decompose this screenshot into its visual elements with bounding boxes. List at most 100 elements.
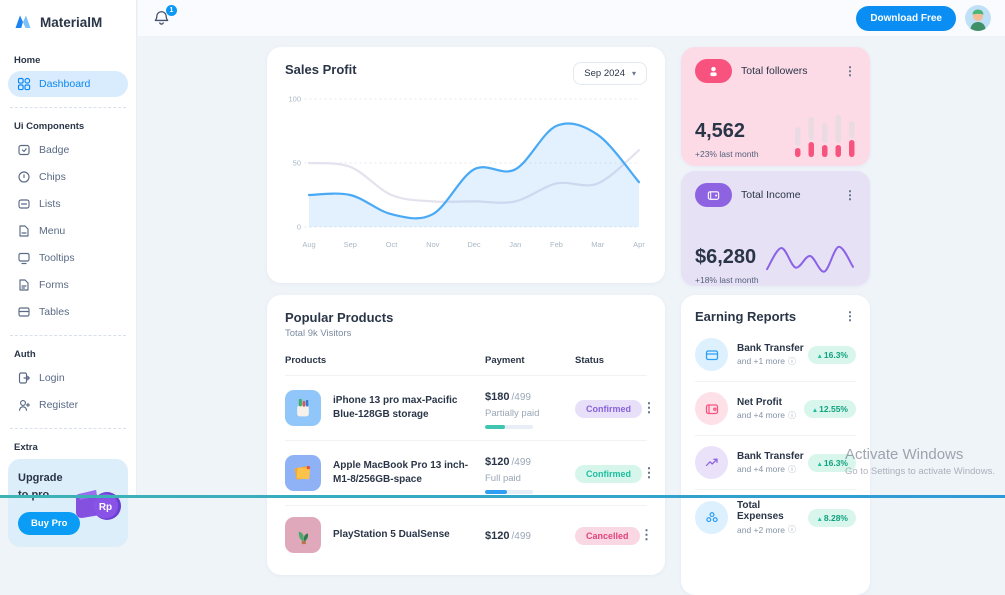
product-payment: $120/499 Full paid xyxy=(485,452,575,494)
svg-text:Feb: Feb xyxy=(550,240,563,249)
arrow-up-icon: ▲ xyxy=(816,515,823,523)
user-avatar[interactable] xyxy=(965,5,991,31)
earning-row-title: Total Expenses xyxy=(737,500,784,522)
sidebar-item-tooltips[interactable]: Tooltips xyxy=(8,245,128,271)
product-price-total: /499 xyxy=(511,392,531,403)
tables-icon xyxy=(17,305,31,319)
credit-card-icon xyxy=(695,338,728,371)
product-price: $120 xyxy=(485,530,510,542)
product-price-total: /499 xyxy=(511,531,531,542)
sidebar-item-chips[interactable]: Chips xyxy=(8,164,128,190)
sidebar-section-label: Ui Components xyxy=(14,121,85,132)
tooltips-icon xyxy=(18,252,30,265)
svg-text:Sep: Sep xyxy=(344,240,357,249)
income-value: $6,280 xyxy=(695,246,757,268)
followers-title: Total followers xyxy=(741,65,808,77)
topbar-actions: Download Free xyxy=(856,5,1005,31)
earning-delta-badge: ▲16.3% xyxy=(808,453,856,472)
earning-delta-badge: ▲12.55% xyxy=(803,399,856,418)
income-line-sparkline xyxy=(766,245,854,273)
sidebar-item-tables[interactable]: Tables xyxy=(8,299,128,325)
row-menu-button[interactable]: ⋮ xyxy=(640,527,654,542)
login-icon xyxy=(17,371,31,385)
income-menu-button[interactable]: ⋮ xyxy=(844,188,856,202)
earning-menu-button[interactable]: ⋮ xyxy=(844,309,856,323)
dashboard-icon xyxy=(17,77,31,91)
info-icon[interactable]: ⓘ xyxy=(787,356,796,366)
trending-up-icon xyxy=(705,458,718,466)
arrow-up-icon: ▲ xyxy=(811,406,819,414)
sidebar-item-forms[interactable]: Forms xyxy=(8,272,128,298)
sidebar-divider xyxy=(10,335,126,336)
wallet-icon xyxy=(695,392,728,425)
svg-text:Apr: Apr xyxy=(633,240,645,249)
upgrade-card: Upgrade to pro Buy Pro Rp xyxy=(8,459,128,548)
sidebar-item-lists[interactable]: Lists xyxy=(8,191,128,217)
forms-icon xyxy=(17,278,31,292)
dashboard-icon xyxy=(17,77,31,91)
logo[interactable]: MaterialM xyxy=(0,0,136,42)
notifications-button[interactable]: 1 xyxy=(153,5,177,27)
menu-icon xyxy=(19,225,29,237)
earning-delta-badge: ▲16.3% xyxy=(808,345,856,364)
products-table-body: iPhone 13 pro max-Pacific Blue-128GB sto… xyxy=(285,375,656,564)
wallet-icon xyxy=(705,403,718,414)
list-item: Bank Transfer and +4 more ⓘ ▲16.3% xyxy=(695,435,856,489)
tables-icon xyxy=(18,307,30,317)
row-menu-button[interactable]: ⋮ xyxy=(642,400,656,415)
payment-progress xyxy=(485,425,533,429)
sidebar-section-label: Auth xyxy=(14,349,36,360)
sidebar-nav: Home Dashboard Ui Components Badge Chips… xyxy=(0,55,136,453)
product-price-total: /499 xyxy=(511,457,531,468)
products-table-header: Products Payment Status xyxy=(285,355,647,375)
login-icon xyxy=(18,372,30,384)
payment-status: Full paid xyxy=(485,473,521,484)
chips-icon xyxy=(18,171,30,183)
info-icon[interactable]: ⓘ xyxy=(787,525,796,534)
info-icon[interactable]: ⓘ xyxy=(787,464,796,474)
sidebar-item-badge[interactable]: Badge xyxy=(8,137,128,163)
register-icon xyxy=(17,398,31,412)
topbar: 1 Download Free xyxy=(138,0,1005,36)
earning-row-title: Bank Transfer xyxy=(737,450,804,462)
product-price: $180 xyxy=(485,391,510,403)
followers-menu-button[interactable]: ⋮ xyxy=(844,64,856,78)
period-value: Sep 2024 xyxy=(584,68,625,79)
bottom-edge-bar xyxy=(0,495,1005,498)
total-income-card: Total Income ⋮ $6,280 +18% last month xyxy=(681,171,870,286)
earning-row-subtitle: and +2 more xyxy=(737,524,785,535)
sidebar-section-label: Extra xyxy=(14,442,38,453)
sidebar-item-login[interactable]: Login xyxy=(8,365,128,391)
earning-delta-badge: ▲8.28% xyxy=(808,508,856,527)
row-menu-button[interactable]: ⋮ xyxy=(642,465,656,480)
sidebar-item-register[interactable]: Register xyxy=(8,392,128,418)
payment-status: Partially paid xyxy=(485,408,540,419)
sidebar-item-dashboard[interactable]: Dashboard xyxy=(8,71,128,97)
lists-icon xyxy=(18,199,30,209)
period-dropdown[interactable]: Sep 2024 ▾ xyxy=(573,62,647,85)
sidebar-item-menu[interactable]: Menu xyxy=(8,218,128,244)
upgrade-title: Upgrade to pro xyxy=(18,472,63,501)
arrow-up-icon: ▲ xyxy=(816,352,823,360)
sticky-notes-thumb xyxy=(285,455,321,491)
table-row: iPhone 13 pro max-Pacific Blue-128GB sto… xyxy=(285,375,656,440)
info-icon[interactable]: ⓘ xyxy=(787,410,796,420)
popular-products-subtitle: Total 9k Visitors xyxy=(285,328,352,339)
status-badge: Confirmed xyxy=(575,399,642,418)
column-payment: Payment xyxy=(485,355,525,366)
download-free-button[interactable]: Download Free xyxy=(856,5,956,31)
svg-text:Mar: Mar xyxy=(591,240,604,249)
column-products: Products xyxy=(285,355,327,366)
lists-icon xyxy=(17,197,31,211)
main-left-column: Sales Profit Sep 2024 ▾ 100 50 0 Aug Sep Oct N… xyxy=(267,47,665,575)
earning-reports-card: Earning Reports ⋮ Bank Transfer and +1 m… xyxy=(681,295,870,595)
chips-icon xyxy=(17,170,31,184)
list-item: Bank Transfer and +1 more ⓘ ▲16.3% xyxy=(695,328,856,381)
column-status: Status xyxy=(575,355,605,366)
earning-reports-title: Earning Reports xyxy=(695,309,797,324)
payment-progress xyxy=(485,490,533,494)
sidebar-divider xyxy=(10,428,126,429)
notification-count-badge: 1 xyxy=(166,5,177,16)
plant-thumb-art xyxy=(298,531,309,545)
